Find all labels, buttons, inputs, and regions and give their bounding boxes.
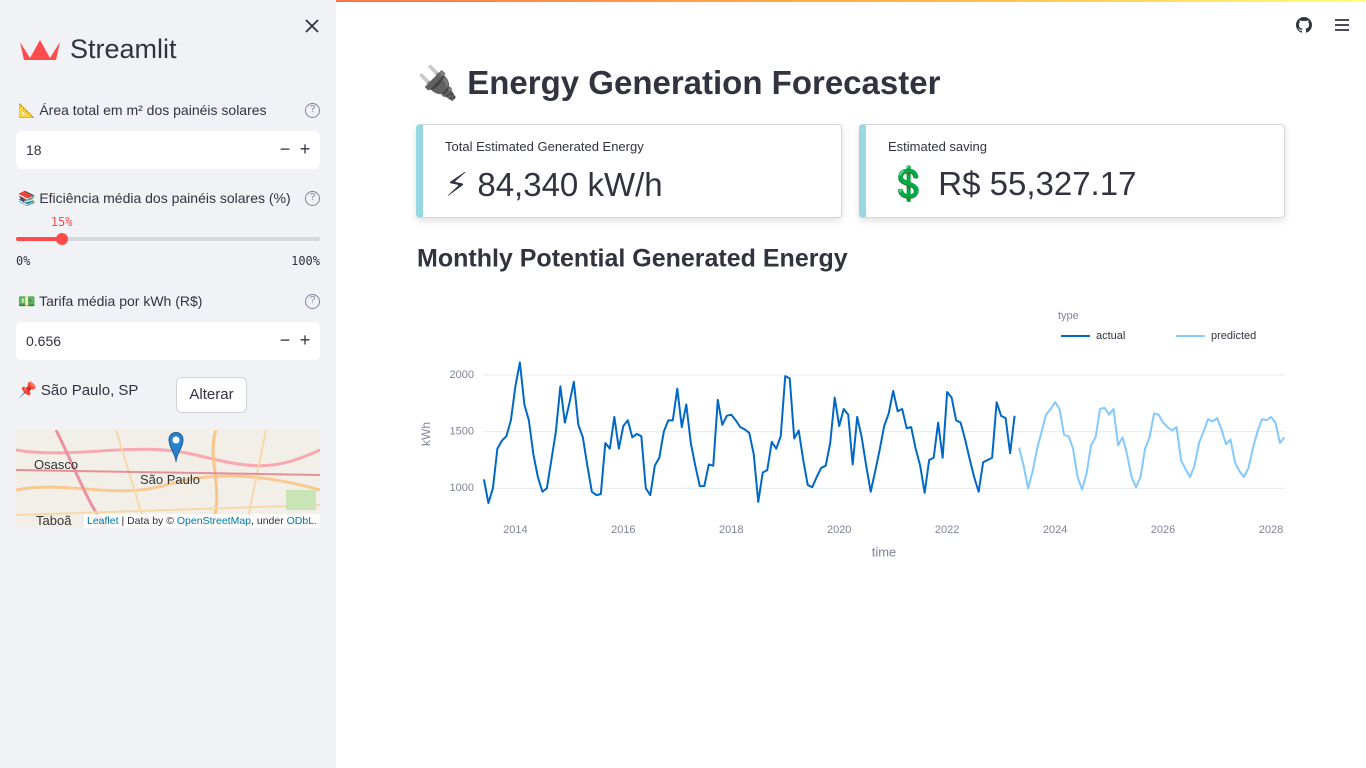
input-value: 18 xyxy=(26,142,42,158)
series-line xyxy=(482,361,1016,505)
metric-card: Total Estimated Generated Energy ⚡ 84,34… xyxy=(416,124,842,218)
metric-card: Estimated saving 💲 R$ 55,327.17 xyxy=(859,124,1285,218)
metric-label: Estimated saving xyxy=(888,139,987,154)
x-axis-title: time xyxy=(872,544,897,559)
menu-icon[interactable] xyxy=(1334,18,1350,32)
slider-max: 100% xyxy=(291,254,320,268)
map[interactable]: Osasco São Paulo Taboã Leaflet | Data by… xyxy=(16,430,320,528)
text: , under xyxy=(251,515,284,527)
text: | Data by © xyxy=(121,515,174,527)
x-tick-label: 2014 xyxy=(503,524,527,536)
x-tick-label: 2026 xyxy=(1151,524,1175,536)
top-decoration xyxy=(0,0,1366,2)
github-icon[interactable] xyxy=(1296,17,1312,33)
slider-track xyxy=(16,237,320,241)
input-value: 0.656 xyxy=(26,333,62,349)
y-tick-label: 1000 xyxy=(450,482,474,494)
link[interactable]: Leaflet xyxy=(87,515,119,527)
sidebar: Streamlit 📐 Área total em m² dos painéis… xyxy=(0,0,336,768)
tariff-label: 💵 Tarifa média por kWh (R$) xyxy=(18,293,203,309)
close-sidebar[interactable] xyxy=(304,18,320,34)
metric-value: ⚡ 84,340 kW/h xyxy=(445,166,663,203)
link[interactable]: ODbL. xyxy=(286,515,317,527)
metric-value: 💲 R$ 55,327.17 xyxy=(888,165,1137,202)
x-tick-label: 2016 xyxy=(611,524,635,536)
slider-fill xyxy=(16,237,62,241)
location: 📌 São Paulo, SP xyxy=(18,382,139,399)
efficiency-slider[interactable]: 15% 0% 100% xyxy=(0,210,336,270)
efficiency-label: 📚 Eficiência média dos painéis solares (… xyxy=(18,190,291,206)
map-label: São Paulo xyxy=(140,472,200,487)
page-title: 🔌 Energy Generation Forecaster xyxy=(417,64,941,101)
tariff-input[interactable]: 0.656 − + xyxy=(16,322,320,360)
help-icon[interactable]: ? xyxy=(305,294,320,309)
change-button[interactable]: Alterar xyxy=(176,377,247,413)
x-tick-label: 2024 xyxy=(1043,524,1067,536)
x-tick-label: 2022 xyxy=(935,524,959,536)
slider-value: 15% xyxy=(50,215,73,229)
map-label: Taboã xyxy=(36,513,72,528)
metric-label: Total Estimated Generated Energy xyxy=(445,139,644,154)
chart-title: Monthly Potential Generated Energy xyxy=(417,245,848,273)
series-line xyxy=(1018,401,1286,491)
legend-label: predicted xyxy=(1211,330,1256,342)
increment[interactable]: + xyxy=(299,330,311,350)
decrement[interactable]: − xyxy=(279,139,291,159)
y-tick-label: 1500 xyxy=(450,426,474,438)
slider-thumb[interactable] xyxy=(55,233,68,245)
help-icon[interactable]: ? xyxy=(305,103,320,118)
map-tiles xyxy=(16,430,320,528)
map-label: Osasco xyxy=(34,457,79,472)
y-tick-label: 2000 xyxy=(450,369,474,381)
brand: Streamlit xyxy=(70,34,177,64)
link[interactable]: OpenStreetMap xyxy=(176,515,252,527)
y-axis-title: kWh xyxy=(419,422,433,446)
decrement[interactable]: − xyxy=(279,330,291,350)
help-icon[interactable]: ? xyxy=(305,191,320,206)
x-tick-label: 2018 xyxy=(719,524,743,536)
logo xyxy=(20,40,60,60)
area-label: 📐 Área total em m² dos painéis solares xyxy=(18,102,267,118)
x-tick-label: 2028 xyxy=(1259,524,1283,536)
increment[interactable]: + xyxy=(299,139,311,159)
legend-title: type xyxy=(1058,310,1079,322)
area-input[interactable]: 18 − + xyxy=(16,131,320,169)
legend-label: actual xyxy=(1096,330,1125,342)
x-tick-label: 2020 xyxy=(827,524,851,536)
map-attribution: Leaflet | Data by © OpenStreetMap, under… xyxy=(84,514,320,528)
slider-min: 0% xyxy=(16,254,31,268)
